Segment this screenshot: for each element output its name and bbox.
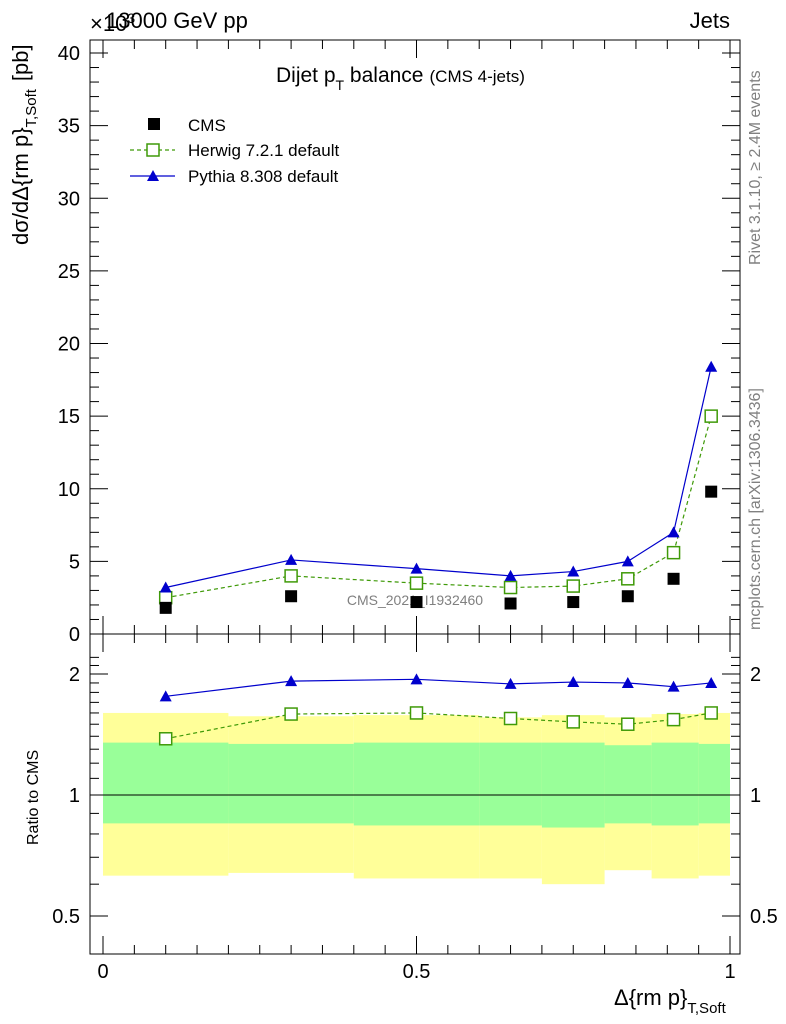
ratio-series-group xyxy=(158,673,718,746)
main-x-axis-ticks xyxy=(102,40,731,634)
cms-point xyxy=(504,597,517,610)
x-tick-label: 1 xyxy=(724,961,735,983)
ratio-herwig-point xyxy=(704,706,718,720)
legend-marker-herwig xyxy=(146,143,160,157)
main-y-tick-label: 10 xyxy=(58,479,80,501)
ratio-pythia-point xyxy=(667,680,680,692)
ratio-pythia-point xyxy=(504,677,517,689)
herwig-point xyxy=(284,569,298,583)
x-axis-label: Δ{rm p}T,Soft xyxy=(614,985,727,1017)
legend: CMS Herwig 7.2.1 default Pythia 8.308 de… xyxy=(130,116,339,186)
pythia-point xyxy=(159,581,172,593)
legend-label-cms: CMS xyxy=(188,116,226,135)
ratio-pythia-point xyxy=(159,690,172,702)
cms-point xyxy=(621,590,634,603)
legend-label-herwig: Herwig 7.2.1 default xyxy=(188,141,339,160)
ratio-pythia-point xyxy=(567,676,580,688)
ratio-band-bin xyxy=(604,745,652,824)
cms-point xyxy=(705,485,718,498)
ratio-plot-frame xyxy=(89,633,741,955)
pythia-line xyxy=(165,366,712,589)
ratio-y-tick-label-right: 0.5 xyxy=(750,906,778,928)
legend-marker-cms xyxy=(148,118,160,130)
cms-point xyxy=(410,596,423,609)
exponent-label: ×103 xyxy=(90,10,135,36)
ratio-y-tick-label-right: 2 xyxy=(750,664,761,686)
herwig-line xyxy=(165,415,712,599)
cms-point xyxy=(567,596,580,609)
ratio-herwig-line xyxy=(165,712,712,740)
ratio-plot-panel: 0.5 0.51 12 2 0 0.5 1 Ratio to CMS Δ{rm p}T,S… xyxy=(25,633,778,1017)
herwig-point xyxy=(704,409,718,423)
herwig-point xyxy=(621,572,635,586)
ratio-uncertainty-bands xyxy=(103,712,730,885)
mcplots-label: mcplots.cern.ch [arXiv:1306.3436] xyxy=(747,388,764,630)
legend-marker-pythia xyxy=(147,170,159,181)
ratio-x-axis-ticks: 0 0.5 1 xyxy=(97,634,736,983)
ratio-band-bin xyxy=(103,742,229,824)
cms-point xyxy=(285,590,298,603)
ratio-herwig-point xyxy=(409,706,424,720)
ratio-band-bin xyxy=(651,742,699,826)
main-y-tick-label: 25 xyxy=(58,261,80,283)
main-y-tick-label: 0 xyxy=(69,624,80,646)
ratio-herwig-point xyxy=(503,711,518,726)
ratio-band-bin xyxy=(541,742,605,828)
ratio-y-tick-label: 0.5 xyxy=(52,906,80,928)
ratio-band-bin xyxy=(698,743,730,824)
cms-point xyxy=(667,572,680,585)
main-y-tick-label: 20 xyxy=(58,334,80,356)
main-series-group xyxy=(158,360,718,614)
main-y-tick-label: 40 xyxy=(58,43,80,65)
ratio-band-bin xyxy=(353,742,480,826)
ratio-herwig-point xyxy=(284,707,298,721)
ratio-herwig-point xyxy=(566,715,580,729)
pythia-point xyxy=(567,565,580,577)
ratio-pythia-line xyxy=(165,678,712,697)
main-y-tick-label: 15 xyxy=(58,406,80,428)
x-tick-label: 0.5 xyxy=(403,961,431,983)
ratio-band-bin xyxy=(479,742,542,826)
ratio-pythia-point xyxy=(705,676,718,688)
plot-title: Dijet pT balance (CMS 4-jets) xyxy=(276,64,525,93)
cms-point xyxy=(159,601,172,614)
category-label: Jets xyxy=(690,8,730,33)
main-y-tick-label: 30 xyxy=(58,188,80,210)
pythia-point xyxy=(285,553,298,565)
herwig-point xyxy=(409,576,424,590)
legend-label-pythia: Pythia 8.308 default xyxy=(188,167,339,186)
main-y-tick-label: 5 xyxy=(69,551,80,573)
ratio-y-tick-label: 2 xyxy=(69,664,80,686)
ratio-pythia-point xyxy=(285,675,298,687)
herwig-point xyxy=(666,545,681,560)
herwig-point xyxy=(503,580,518,595)
ratio-pythia-point xyxy=(621,676,634,688)
pythia-point xyxy=(621,555,634,567)
pythia-point xyxy=(410,562,423,574)
ratio-herwig-point xyxy=(158,732,173,746)
process-label: 13000 GeV pp xyxy=(106,8,248,33)
ratio-herwig-point xyxy=(666,712,681,727)
main-y-axis-label: dσ/dΔ{rm p}T,Soft[pb] xyxy=(8,44,40,245)
rivet-version-label: Rivet 3.1.10, ≥ 2.4M events xyxy=(747,70,764,265)
main-y-tick-label: 35 xyxy=(58,116,80,138)
ratio-y-axis-label: Ratio to CMS xyxy=(25,750,42,845)
ratio-y-axis-ticks: 0.5 0.5 1 1 2 2 xyxy=(52,656,778,928)
main-y-axis-ticks: 0 5 10 15 20 25 30 35 40 xyxy=(58,43,740,646)
ratio-y-tick-label: 1 xyxy=(69,785,80,807)
x-tick-label: 0 xyxy=(97,961,108,983)
pythia-point xyxy=(705,360,718,372)
pythia-point xyxy=(504,569,517,581)
ratio-y-tick-label-right: 1 xyxy=(750,785,761,807)
ratio-pythia-point xyxy=(410,673,423,685)
pythia-point xyxy=(667,526,680,538)
ratio-band-bin xyxy=(228,743,354,824)
herwig-point xyxy=(566,579,580,593)
ratio-herwig-point xyxy=(621,717,635,731)
